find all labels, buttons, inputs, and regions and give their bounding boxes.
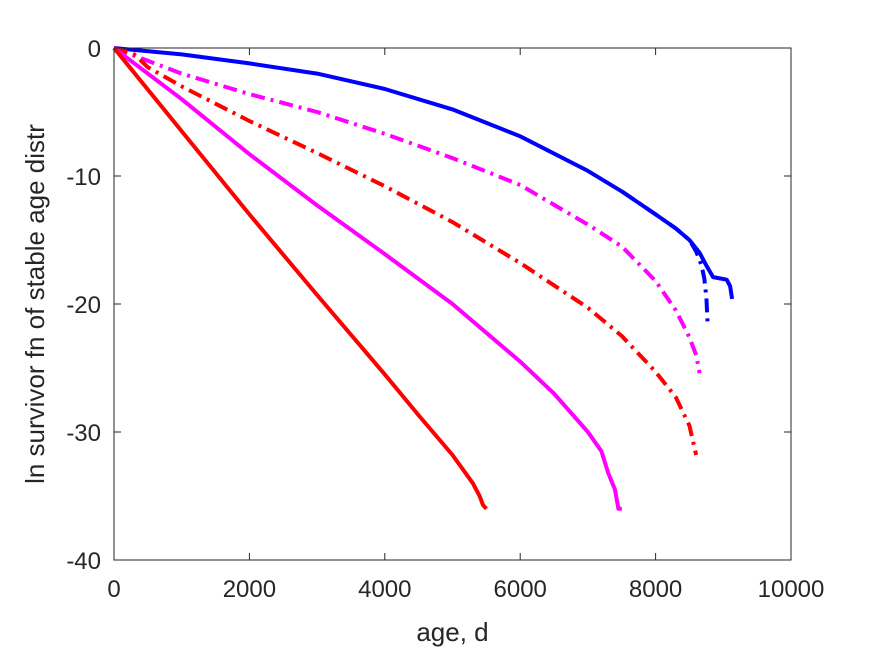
y-tick-label: -40 bbox=[66, 548, 101, 575]
x-tick-label: 4000 bbox=[358, 576, 411, 603]
x-axis-label: age, d bbox=[416, 617, 488, 647]
x-tick-label: 6000 bbox=[494, 576, 547, 603]
y-tick-label: -20 bbox=[66, 292, 101, 319]
x-tick-label: 0 bbox=[107, 576, 120, 603]
x-tick-label: 10000 bbox=[758, 576, 825, 603]
y-tick-label: 0 bbox=[88, 36, 101, 63]
series-line-5 bbox=[112, 46, 622, 511]
x-tick-label: 2000 bbox=[223, 576, 276, 603]
series-line-4 bbox=[113, 46, 699, 456]
y-tick-label: -10 bbox=[66, 164, 101, 191]
y-axis-ticks: -40 -30 -20 -10 0 bbox=[66, 36, 791, 575]
series-line-3 bbox=[113, 46, 702, 374]
x-tick-label: 8000 bbox=[629, 576, 682, 603]
y-axis-label: ln survivor fn of stable age distr bbox=[20, 124, 50, 484]
y-tick-label: -30 bbox=[66, 420, 101, 447]
series-line-2 bbox=[620, 189, 710, 326]
series-line-6 bbox=[112, 46, 488, 511]
series-layer bbox=[112, 46, 735, 511]
x-axis-ticks: 0 2000 4000 6000 8000 10000 bbox=[107, 48, 824, 603]
